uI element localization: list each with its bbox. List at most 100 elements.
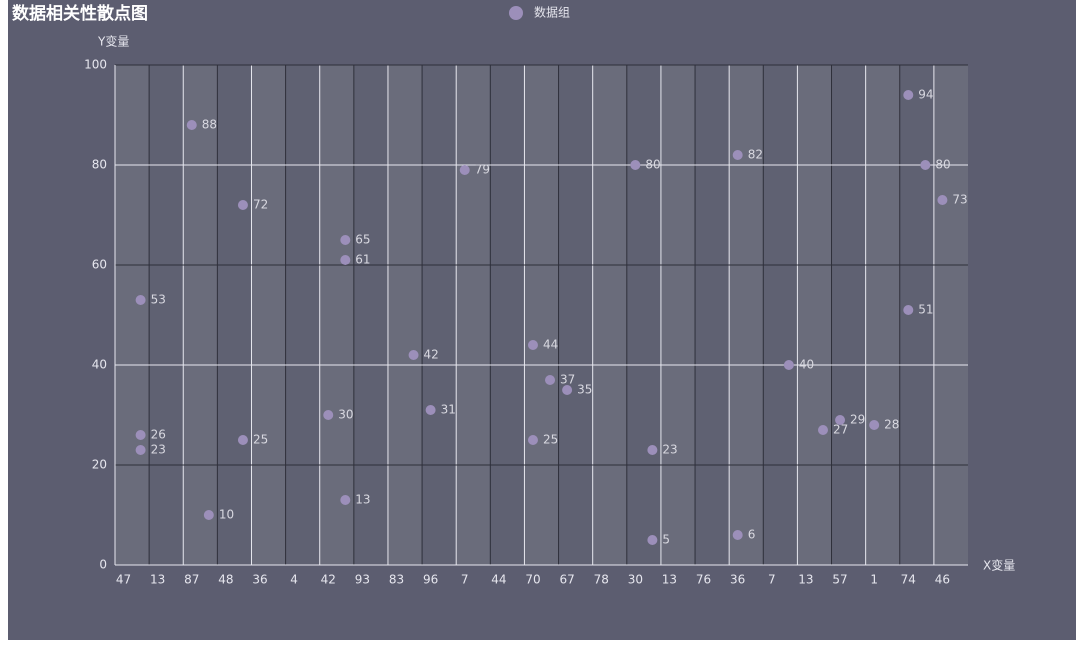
- x-tick-label: 13: [798, 573, 813, 587]
- legend-label: 数据组: [534, 5, 570, 20]
- data-label: 51: [918, 303, 933, 317]
- point: [135, 430, 146, 440]
- x-tick-label: 13: [150, 573, 165, 587]
- data-label: 61: [355, 253, 370, 267]
- point: [732, 530, 743, 540]
- split-area: [660, 65, 696, 565]
- data-label: 10: [219, 508, 234, 522]
- y-tick-label: 20: [92, 458, 107, 472]
- x-tick-label: 44: [491, 573, 506, 587]
- data-label: 25: [253, 433, 268, 447]
- x-tick-label: 13: [662, 573, 677, 587]
- split-area: [149, 65, 184, 565]
- x-tick-label: 57: [832, 573, 847, 587]
- data-label: 80: [645, 158, 660, 172]
- point: [323, 410, 334, 420]
- data-label: 28: [884, 418, 899, 432]
- split-area: [729, 65, 764, 565]
- point: [340, 495, 351, 505]
- x-tick-label: 96: [423, 573, 438, 587]
- data-label: 82: [748, 148, 763, 162]
- data-label: 53: [151, 293, 166, 307]
- data-label: 40: [799, 358, 814, 372]
- x-tick-label: 78: [594, 573, 609, 587]
- x-tick-label: 7: [461, 573, 469, 587]
- data-label: 88: [202, 118, 217, 132]
- x-tick-label: 1: [870, 573, 878, 587]
- data-label: 23: [151, 443, 166, 457]
- point: [647, 535, 658, 545]
- split-area: [251, 65, 286, 565]
- data-label: 30: [338, 408, 353, 422]
- x-tick-label: 30: [628, 573, 643, 587]
- point: [527, 340, 538, 350]
- data-label: 65: [355, 233, 370, 247]
- point: [425, 405, 436, 415]
- y-tick-label: 0: [99, 558, 107, 572]
- data-label: 13: [355, 493, 370, 507]
- x-tick-label: 36: [730, 573, 745, 587]
- point: [340, 255, 351, 265]
- data-label: 29: [850, 413, 865, 427]
- point: [783, 360, 794, 370]
- split-area: [183, 65, 218, 565]
- point: [937, 195, 948, 205]
- data-label: 42: [424, 348, 439, 362]
- y-tick-label: 100: [84, 58, 107, 72]
- data-label: 26: [151, 428, 166, 442]
- split-area: [319, 65, 354, 565]
- split-area: [899, 65, 934, 565]
- split-area: [865, 65, 900, 565]
- point: [647, 445, 658, 455]
- data-label: 94: [918, 88, 933, 102]
- x-tick-label: 70: [525, 573, 540, 587]
- split-area: [592, 65, 627, 565]
- data-label: 80: [935, 158, 950, 172]
- point: [408, 350, 419, 360]
- x-tick-label: 76: [696, 573, 711, 587]
- split-area: [115, 65, 150, 565]
- x-tick-label: 4: [290, 573, 298, 587]
- point: [817, 425, 828, 435]
- split-area: [558, 65, 593, 565]
- data-label: 5: [662, 533, 670, 547]
- split-area: [490, 65, 525, 565]
- point: [237, 435, 248, 445]
- point: [562, 385, 573, 395]
- data-label: 35: [577, 383, 592, 397]
- split-area: [353, 65, 388, 565]
- point: [630, 160, 641, 170]
- x-tick-label: 48: [218, 573, 233, 587]
- x-tick-label: 46: [935, 573, 950, 587]
- data-label: 73: [952, 193, 967, 207]
- x-tick-label: 67: [559, 573, 574, 587]
- x-tick-label: 74: [901, 573, 916, 587]
- chart-title: 数据相关性散点图: [12, 3, 148, 24]
- split-area: [933, 65, 968, 565]
- split-area: [285, 65, 320, 565]
- data-label: 31: [441, 403, 456, 417]
- point: [835, 415, 846, 425]
- split-area: [626, 65, 661, 565]
- split-area: [695, 65, 730, 565]
- split-area: [831, 65, 866, 565]
- y-tick-label: 40: [92, 358, 107, 372]
- data-label: 25: [543, 433, 558, 447]
- y-axis-label: Y变量: [97, 34, 129, 49]
- data-label: 27: [833, 423, 848, 437]
- data-label: 79: [475, 163, 490, 177]
- point: [186, 120, 197, 130]
- split-area: [387, 65, 423, 565]
- point: [203, 510, 214, 520]
- split-area: [456, 65, 491, 565]
- point: [527, 435, 538, 445]
- x-tick-label: 83: [389, 573, 404, 587]
- y-tick-label: 60: [92, 258, 107, 272]
- split-area: [422, 65, 457, 565]
- data-label: 6: [748, 528, 756, 542]
- legend-marker: [509, 6, 523, 20]
- point: [869, 420, 880, 430]
- data-label: 72: [253, 198, 268, 212]
- point: [459, 165, 470, 175]
